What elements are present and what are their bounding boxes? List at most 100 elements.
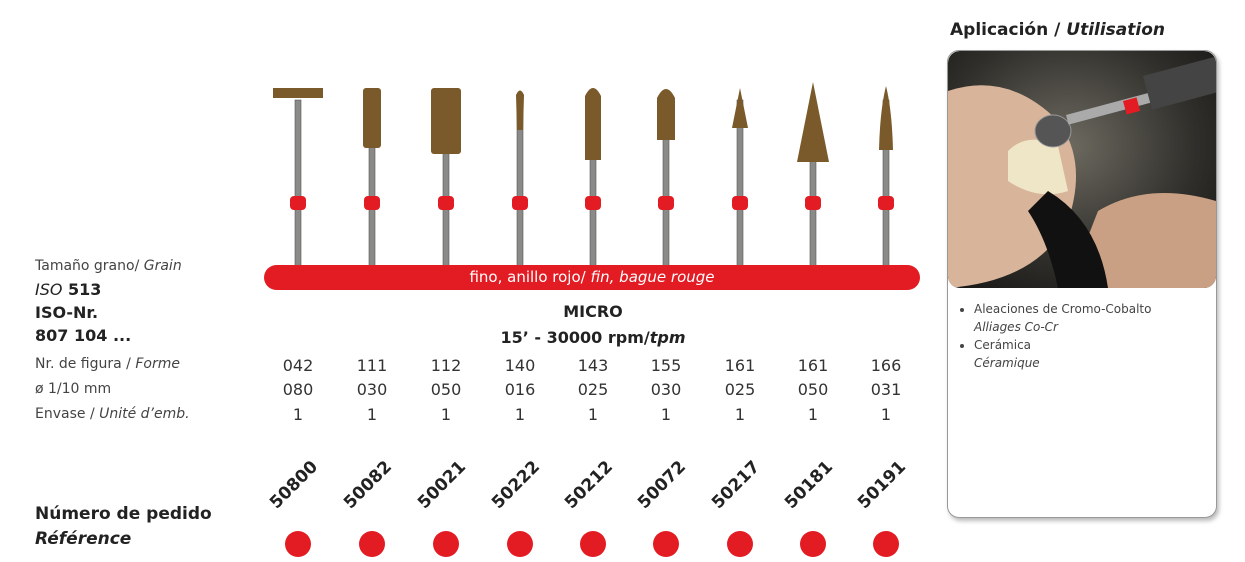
order-select-dot[interactable]: [580, 531, 606, 557]
order-select-dot[interactable]: [507, 531, 533, 557]
order-label-fr: Référence: [35, 529, 132, 549]
grain-bar-text: fino, anillo rojo/: [469, 268, 591, 286]
bur-red-ring: [878, 196, 894, 210]
order-number: 50181: [781, 457, 837, 513]
pack-label-es: Envase /: [35, 406, 100, 422]
bur-red-ring: [658, 196, 674, 210]
grain-label: Tamaño grano/ Grain: [35, 258, 182, 274]
figure-label-es: Nr. de figura /: [35, 356, 136, 372]
diameter-value: 030: [356, 380, 388, 399]
bur-red-ring: [732, 196, 748, 210]
application-item: Cerámica Céramique: [974, 336, 1216, 372]
bur-head: [363, 88, 381, 148]
order-number: 50800: [266, 457, 322, 513]
bur-head: [732, 88, 748, 128]
bur-head: [585, 88, 601, 160]
pack-label-fr: Unité d’emb.: [99, 406, 190, 422]
figure-value: 161: [797, 356, 829, 375]
order-select-dot[interactable]: [873, 531, 899, 557]
order-select-dot[interactable]: [653, 531, 679, 557]
figure-value: 042: [282, 356, 314, 375]
bur-red-ring: [364, 196, 380, 210]
iso-513: ISO 513: [35, 280, 101, 299]
order-select-dot[interactable]: [727, 531, 753, 557]
pack-value: 1: [292, 405, 304, 424]
application-fr: Céramique: [974, 356, 1040, 370]
diameter-value: 025: [577, 380, 609, 399]
application-es: Aleaciones de Cromo-Cobalto: [974, 302, 1152, 316]
application-es: Cerámica: [974, 338, 1032, 352]
application-item: Aleaciones de Cromo-Cobalto Alliages Co-C…: [974, 300, 1216, 336]
figure-label: Nr. de figura / Forme: [35, 356, 180, 372]
series-speed: 15’ - 30000 rpm/tpm: [501, 328, 686, 347]
application-title: Aplicación / Utilisation: [950, 20, 1165, 40]
pack-value: 1: [807, 405, 819, 424]
pack-value: 1: [440, 405, 452, 424]
order-number: 50082: [340, 457, 396, 513]
bur-head: [879, 86, 893, 150]
diameter-value: 016: [504, 380, 536, 399]
order-number: 50072: [634, 457, 690, 513]
order-number: 50217: [708, 457, 764, 513]
application-panel: Aleaciones de Cromo-Cobalto Alliages Co-C…: [947, 50, 1217, 518]
diameter-value: 031: [870, 380, 902, 399]
iso-label: ISO: [35, 280, 63, 299]
figure-value: 143: [577, 356, 609, 375]
application-fr: Alliages Co-Cr: [974, 320, 1058, 334]
speed-unit: tpm: [649, 328, 686, 347]
figure-value: 112: [430, 356, 462, 375]
application-photo: [948, 51, 1216, 288]
order-number: 50021: [414, 457, 470, 513]
iso-code: 807 104 ...: [35, 326, 132, 345]
diameter-value: 025: [724, 380, 756, 399]
bur-shaft: [294, 99, 302, 267]
figure-label-fr: Forme: [135, 356, 180, 372]
order-number: 50212: [561, 457, 617, 513]
figure-value: 155: [650, 356, 682, 375]
bur-head: [273, 88, 323, 98]
bur-red-ring: [438, 196, 454, 210]
pack-value: 1: [514, 405, 526, 424]
order-number: 50191: [854, 457, 910, 513]
application-title-es: Aplicación /: [950, 20, 1067, 40]
order-select-dot[interactable]: [359, 531, 385, 557]
pack-value: 1: [587, 405, 599, 424]
pack-value: 1: [880, 405, 892, 424]
grain-label-fr: Grain: [143, 258, 182, 274]
bur-head: [657, 89, 675, 140]
pack-value: 1: [660, 405, 672, 424]
figure-value: 140: [504, 356, 536, 375]
iso-number: 513: [62, 280, 102, 299]
bur-head: [431, 88, 461, 154]
iso-nr-label: ISO-Nr.: [35, 303, 99, 322]
diameter-label: ø 1/10 mm: [35, 381, 112, 397]
bur-head: [516, 90, 524, 130]
diameter-value: 080: [282, 380, 314, 399]
application-title-fr: Utilisation: [1066, 20, 1166, 40]
photo-illustration: [948, 51, 1216, 288]
order-select-dot[interactable]: [433, 531, 459, 557]
order-select-dot[interactable]: [800, 531, 826, 557]
order-select-dot[interactable]: [285, 531, 311, 557]
series-name: MICRO: [563, 302, 623, 321]
speed-value: 15’ - 30000 rpm/: [500, 328, 650, 347]
figure-value: 166: [870, 356, 902, 375]
grain-label-es: Tamaño grano/: [35, 258, 144, 274]
bur-red-ring: [585, 196, 601, 210]
application-list: Aleaciones de Cromo-Cobalto Alliages Co-C…: [948, 300, 1216, 372]
figure-value: 111: [356, 356, 388, 375]
pack-value: 1: [366, 405, 378, 424]
diameter-value: 050: [430, 380, 462, 399]
grain-bar: fino, anillo rojo/ fin, bague rouge: [264, 265, 920, 290]
pack-label: Envase / Unité d’emb.: [35, 406, 190, 422]
grain-bar-text-fr: fin, bague rouge: [590, 268, 715, 286]
bur-head: [797, 82, 829, 162]
bur-red-ring: [805, 196, 821, 210]
bur-red-ring: [290, 196, 306, 210]
order-label: Número de pedido: [35, 504, 212, 524]
order-number: 50222: [488, 457, 544, 513]
diameter-value: 030: [650, 380, 682, 399]
diameter-value: 050: [797, 380, 829, 399]
figure-value: 161: [724, 356, 756, 375]
